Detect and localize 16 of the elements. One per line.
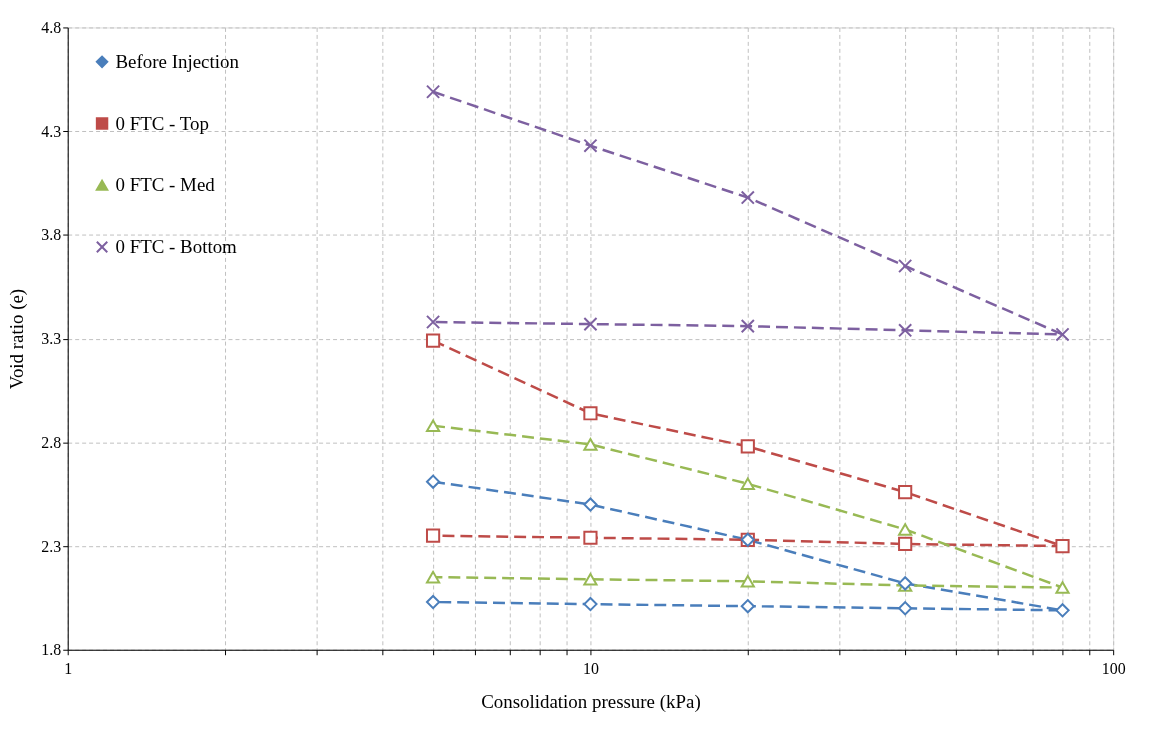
legend-label: Before Injection [115, 50, 240, 72]
y-tick-label: 4.8 [41, 18, 62, 36]
x-tick-label: 100 [1101, 660, 1126, 678]
legend-label: 0 FTC - Bottom [115, 235, 238, 257]
y-tick-label: 3.8 [41, 226, 62, 244]
y-tick-label: 2.8 [41, 433, 62, 451]
y-tick-label: 1.8 [41, 641, 62, 659]
x-axis-title: Consolidation pressure (kPa) [481, 691, 701, 713]
legend-label: 0 FTC - Med [115, 174, 216, 196]
x-tick-label: 1 [64, 660, 73, 678]
x-tick-label: 10 [582, 660, 599, 678]
y-axis-title: Void ratio (e) [6, 288, 29, 390]
y-tick-label: 2.3 [41, 537, 62, 555]
y-tick-label: 3.3 [41, 330, 62, 348]
legend-label: 0 FTC - Top [115, 112, 209, 134]
y-tick-label: 4.3 [41, 122, 62, 140]
